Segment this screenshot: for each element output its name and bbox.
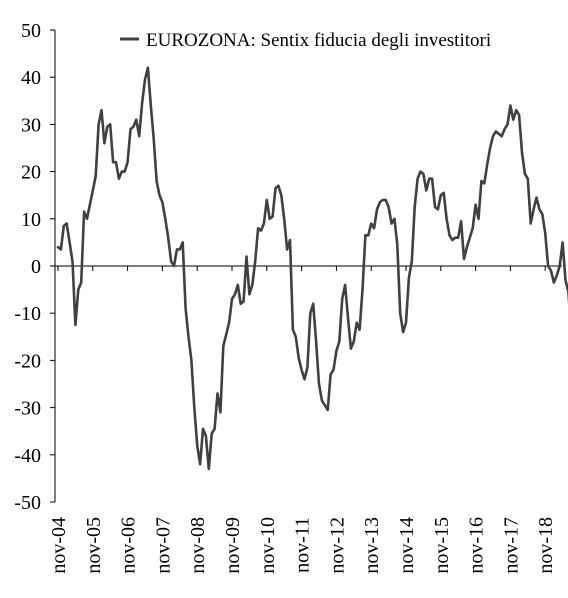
x-tick-label: nov-15 [431, 517, 453, 574]
x-tick-label: nov-04 [48, 517, 70, 574]
x-tick-label: nov-13 [361, 517, 383, 574]
x-tick-label: nov-18 [535, 517, 557, 574]
y-tick-label: 0 [31, 256, 41, 278]
x-tick-label: nov-07 [152, 517, 174, 574]
x-tick-label: nov-10 [257, 517, 279, 574]
series-group [56, 66, 568, 471]
legend: EUROZONA: Sentix fiducia degli investito… [120, 30, 491, 51]
y-tick-label: -30 [14, 398, 41, 420]
y-tick-label: 40 [21, 67, 41, 89]
x-tick-label: nov-14 [396, 517, 418, 574]
y-tick-labels: -50 -40 -30 -20 -10 0 10 20 30 40 50 [14, 20, 41, 514]
x-tick-label: nov-09 [222, 517, 244, 574]
y-tick-label: 10 [21, 209, 41, 231]
x-tick-label: nov-11 [292, 517, 314, 573]
x-tick-label: nov-05 [83, 517, 105, 574]
y-tick-label: 30 [21, 114, 41, 136]
chart-axes [50, 29, 562, 503]
x-tick-labels: nov-04 nov-05 nov-06 nov-07 nov-08 nov-09 nov-… [48, 517, 557, 574]
y-tick-label: -20 [14, 350, 41, 372]
y-tick-label: -40 [14, 445, 41, 467]
x-tick-label: nov-08 [187, 517, 209, 574]
y-tick-label: 50 [21, 20, 41, 42]
x-tick-label: nov-12 [326, 517, 348, 574]
x-tick-label: nov-06 [118, 517, 140, 574]
y-tick-label: 20 [21, 162, 41, 184]
y-tick-label: -10 [14, 303, 41, 325]
x-tick-label: nov-17 [500, 517, 522, 574]
x-tick-label: nov-16 [466, 517, 488, 574]
series-line [56, 66, 568, 471]
y-tick-label: -50 [14, 492, 41, 514]
legend-label: EUROZONA: Sentix fiducia degli investito… [146, 30, 491, 51]
